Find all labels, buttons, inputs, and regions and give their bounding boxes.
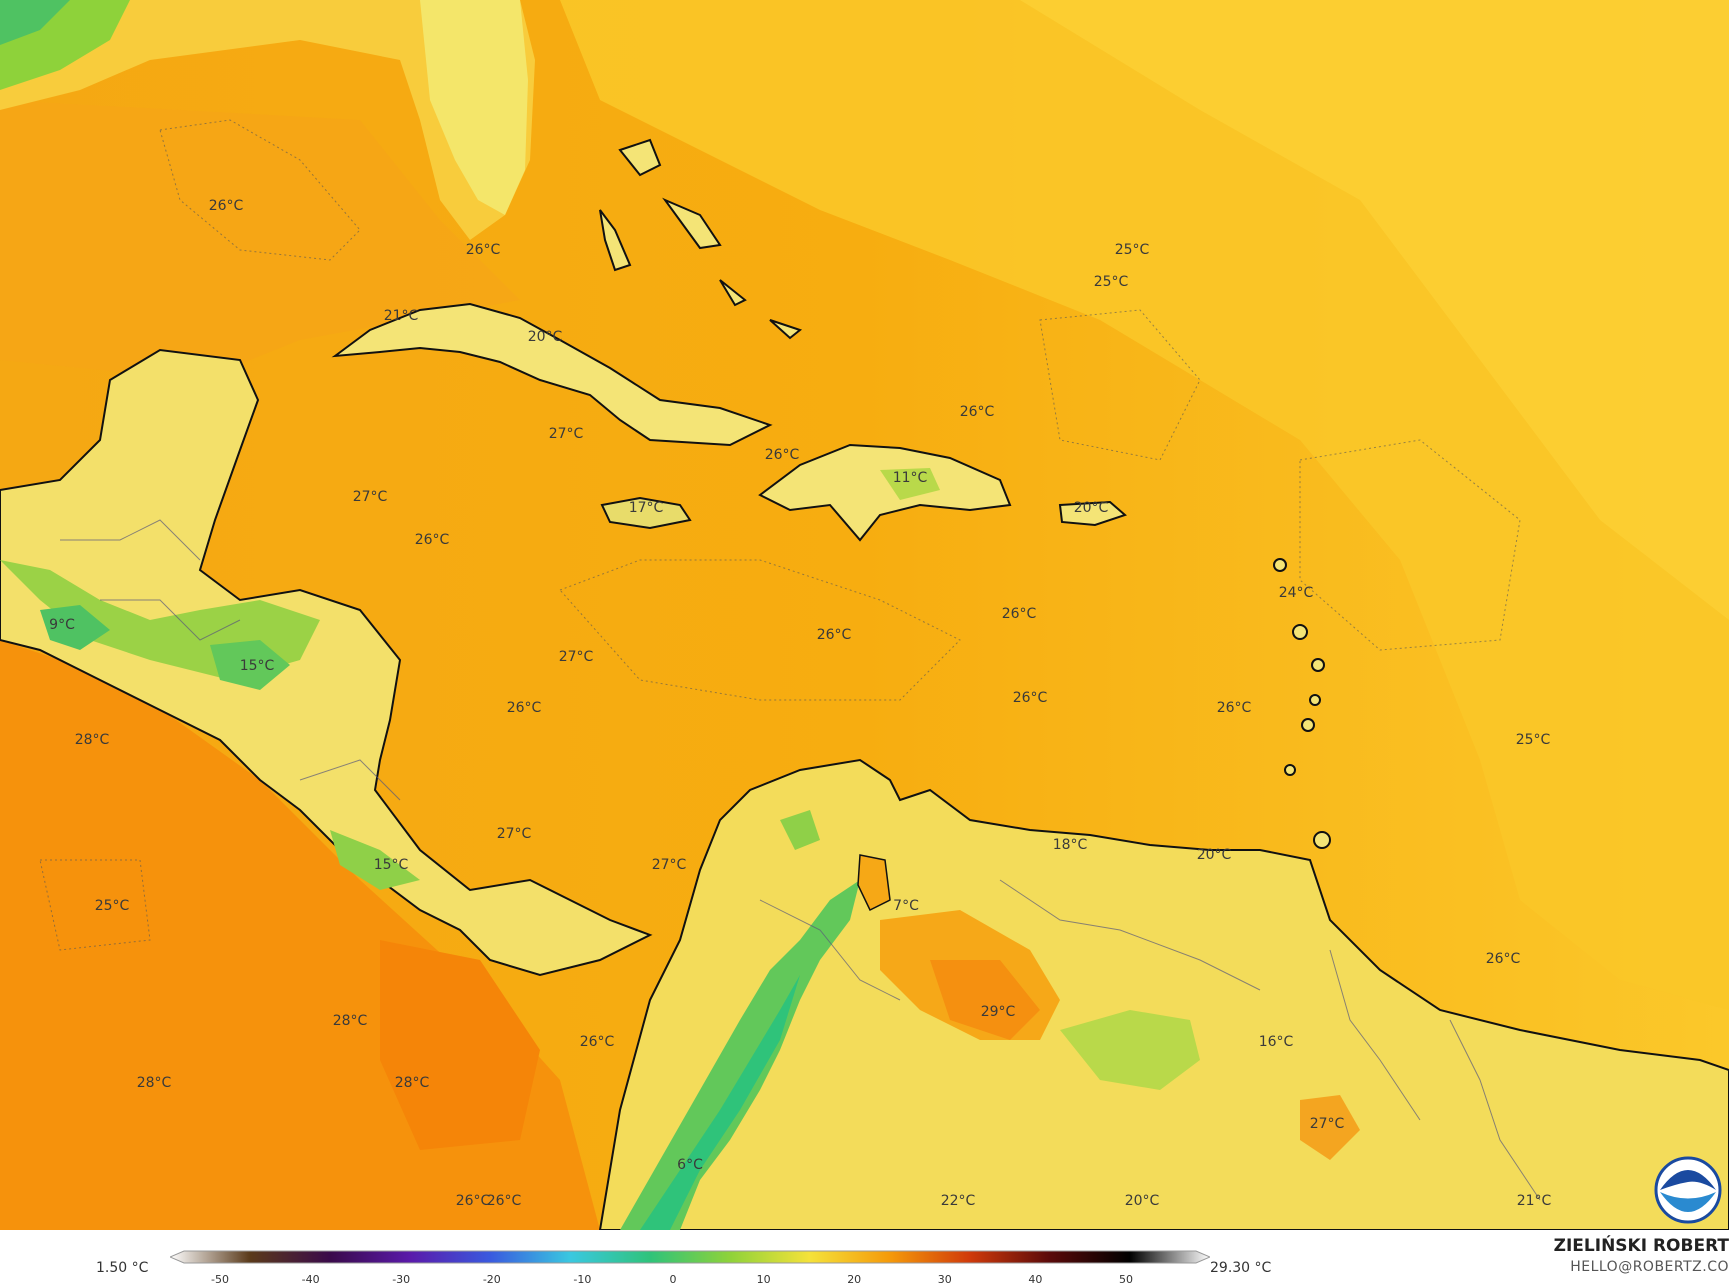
author-email: HELLO@ROBERTZ.CO [1570, 1259, 1729, 1275]
temperature-label: 26°C [1002, 606, 1037, 622]
temperature-label: 28°C [137, 1075, 172, 1091]
temperature-label: 26°C [960, 404, 995, 420]
temperature-label: 26°C [209, 198, 244, 214]
color-scale-tick-label: 20 [847, 1273, 862, 1286]
temperature-label: 27°C [549, 426, 584, 442]
temperature-label: 20°C [1197, 847, 1232, 863]
temperature-label: 27°C [1310, 1116, 1345, 1132]
color-scale-tick-label: 40 [1028, 1273, 1043, 1286]
temperature-label: 25°C [95, 898, 130, 914]
hispaniola-land [758, 443, 1012, 542]
temperature-label: 29°C [981, 1004, 1016, 1020]
gulf-zone [0, 100, 520, 380]
noaa-logo-text: NOAA [1672, 1186, 1704, 1197]
us-southeast-land [0, 0, 535, 240]
temperature-label: 25°C [1115, 242, 1150, 258]
temperature-label: 22°C [941, 1193, 976, 1209]
temperature-label: 28°C [333, 1013, 368, 1029]
temperature-label: 26°C [466, 242, 501, 258]
honduras-green [210, 640, 290, 690]
color-scale-tick-label: -20 [482, 1273, 501, 1286]
guatemala-green [40, 605, 110, 650]
color-scale-tick-label: 30 [937, 1273, 952, 1286]
temperature-label: 20°C [1125, 1193, 1160, 1209]
temperature-label: 15°C [240, 658, 275, 674]
temperature-label: 28°C [75, 732, 110, 748]
temperature-label: 24°C [1279, 585, 1314, 601]
andes-green [620, 880, 860, 1230]
lake-maracaibo [857, 854, 891, 912]
sierra-nevada-green [780, 810, 820, 850]
guiana-highlands-green [1060, 1010, 1200, 1090]
noaa-logo: NOAA [1654, 1156, 1722, 1224]
temperature-label: 27°C [559, 649, 594, 665]
temperature-label: 27°C [652, 857, 687, 873]
color-scale-tick-label: 0 [669, 1273, 677, 1286]
jamaica-land [600, 496, 692, 530]
color-scale-tick-label: 10 [756, 1273, 771, 1286]
puerto-rico-land [1058, 500, 1127, 527]
temperature-label: 11°C [893, 470, 928, 486]
color-scale-bar [170, 1250, 1210, 1264]
temperature-label: 27°C [497, 826, 532, 842]
temperature-label: 26°C [1486, 951, 1521, 967]
color-scale-tick-label: -40 [301, 1273, 320, 1286]
country-borders [60, 519, 1541, 1201]
temperature-label: 7°C [893, 898, 919, 914]
florida-land [420, 0, 528, 215]
bahamas-islands [599, 138, 803, 340]
atlantic-coolest-zone [1020, 0, 1729, 620]
temperature-label: 20°C [1074, 500, 1109, 516]
temperature-label: 6°C [677, 1157, 703, 1173]
author-credit: ZIELIŃSKI ROBERT [1553, 1236, 1729, 1256]
temperature-label: 28°C [395, 1075, 430, 1091]
temperature-label: 16°C [1259, 1034, 1294, 1050]
temperature-map: 26°C26°C21°C20°C27°C26°C11°C17°C 20°C27°C… [0, 0, 1729, 1230]
color-scale-tick-label: -50 [211, 1273, 229, 1286]
temperature-label: 17°C [629, 500, 664, 516]
temperature-label: 26°C [580, 1034, 615, 1050]
legend-min-label: 1.50 °C [96, 1260, 149, 1276]
temperature-label: 26°C [456, 1193, 491, 1209]
temperature-label: 26°C [1013, 690, 1048, 706]
yucatan-land [0, 348, 653, 977]
isotherm-lines [39, 119, 1521, 951]
temperature-label: 26°C [765, 447, 800, 463]
temperature-labels: 26°C26°C21°C20°C27°C26°C11°C17°C 20°C27°C… [49, 198, 1551, 1209]
temperature-label: 26°C [487, 1193, 522, 1209]
costa-rica-green [330, 830, 420, 890]
orinoco-warm [930, 960, 1040, 1040]
temperature-label: 21°C [1517, 1193, 1552, 1209]
hispaniola-green [880, 468, 940, 500]
color-scale-tick-label: -10 [573, 1273, 592, 1286]
color-scale-tick-label: -30 [392, 1273, 411, 1286]
lesser-antilles [1273, 558, 1331, 849]
temperature-label: 26°C [1217, 700, 1252, 716]
temperature-label: 25°C [1516, 732, 1551, 748]
cuba-land [331, 302, 773, 447]
guyana-warm [1300, 1095, 1360, 1160]
temperature-label: 26°C [415, 532, 450, 548]
temperature-label: 27°C [353, 489, 388, 505]
temperature-label: 21°C [384, 308, 419, 324]
temperature-label: 15°C [374, 857, 409, 873]
us-green-inner [0, 0, 70, 45]
temperature-label: 26°C [817, 627, 852, 643]
temperature-label: 25°C [1094, 274, 1129, 290]
color-scale-tick-label: 50 [1119, 1273, 1133, 1286]
temperature-label: 20°C [528, 329, 563, 345]
temperature-label: 9°C [49, 617, 75, 633]
color-scale [170, 1250, 1210, 1264]
temperature-label: 18°C [1053, 837, 1088, 853]
temperature-label: 26°C [507, 700, 542, 716]
pacific-warmer-zone [380, 940, 540, 1150]
legend-max-label: 29.30 °C [1210, 1260, 1272, 1276]
